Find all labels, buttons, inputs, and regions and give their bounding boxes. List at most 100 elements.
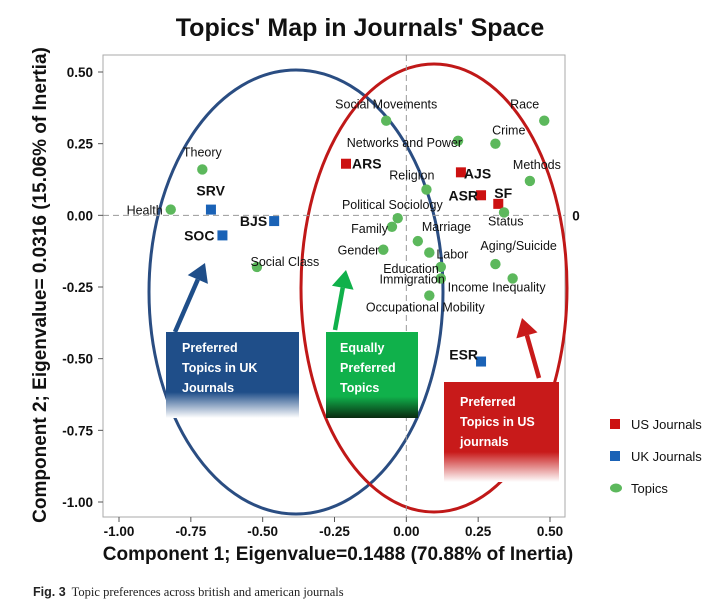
annotation-text: journals [459, 435, 509, 449]
x-tick-label: 0.25 [465, 524, 492, 539]
journal-marker-esr [476, 356, 487, 367]
annotation-text: Topics [340, 381, 379, 395]
y-tick-label: -0.75 [62, 423, 93, 438]
annotation-layer: Preferred Topics in UK Journals Equally Pref… [166, 263, 559, 482]
us-ellipse [299, 62, 569, 514]
annotation-text: Preferred [182, 341, 238, 355]
topic-point-aging-suicide [490, 258, 501, 270]
topic-label-health: Health [127, 204, 163, 218]
topic-point-health [165, 204, 176, 215]
journal-label-soc: SOC [184, 227, 214, 243]
annotation-text: Preferred [460, 395, 516, 409]
y-tick-label: 0.25 [67, 137, 94, 152]
journal-label-ajs: AJS [464, 165, 491, 181]
label-layer: ARS AJS ASR SF SRV BJS SOC ESR Social Movements R… [127, 98, 561, 363]
journal-label-asr: ASR [448, 187, 478, 203]
topic-label-occupational-mobility: Occupational Mobility [366, 301, 486, 315]
topic-point-theory [197, 164, 208, 175]
journal-label-esr: ESR [449, 347, 478, 363]
uk-ellipse [147, 68, 445, 516]
x-tick-label: -0.75 [175, 524, 206, 539]
topic-label-aging-suicide: Aging/Suicide [480, 239, 556, 253]
ellipse-layer [147, 62, 569, 516]
annotation-box [166, 332, 299, 418]
axis-ticks: -1.00 -0.75 -0.50 -0.25 0.00 0.25 0.50 0.50 0.25… [62, 65, 563, 539]
annotation-text: Topics in US [460, 415, 535, 429]
annotation-text: Preferred [340, 361, 396, 375]
legend-swatch-topics [610, 483, 622, 493]
legend: US Journals UK Journals Topics [610, 417, 702, 496]
y-tick-label: -0.50 [62, 352, 93, 367]
x-tick-label: -0.50 [247, 524, 278, 539]
annotation-arrow-head [516, 318, 538, 339]
journal-marker-ajs [455, 167, 466, 178]
legend-label-us-journals: US Journals [631, 417, 702, 432]
topic-point-education [435, 261, 447, 273]
topic-point-immigration [435, 273, 447, 284]
topic-label-status: Status [488, 214, 523, 228]
topic-point-gender [378, 244, 389, 255]
points-layer [165, 115, 550, 367]
legend-swatch-us-journals [610, 419, 620, 429]
chart-title: Topics' Map in Journals' Space [176, 14, 545, 42]
annotation-arrow-shaft [172, 278, 200, 333]
topic-label-education: Education [383, 262, 439, 276]
reference-lines: 0 [103, 55, 580, 517]
topic-label-race: Race [510, 98, 539, 112]
journal-label-ars: ARS [352, 156, 382, 172]
topic-point-methods [524, 175, 536, 187]
y-tick-label: -1.00 [62, 495, 93, 510]
annotation-text: Journals [182, 381, 234, 395]
x-tick-label: 0.50 [537, 524, 563, 539]
annotation-arrow-shaft [332, 287, 345, 331]
journal-marker-asr [476, 190, 487, 201]
topic-point-social-movements [381, 115, 392, 126]
journal-label-bjs: BJS [240, 213, 267, 229]
topic-point-income-inequality [507, 273, 518, 284]
topic-point-social-class [251, 261, 263, 273]
legend-swatch-uk-journals [610, 451, 620, 461]
topic-label-social-class: Social Class [251, 255, 320, 269]
annotation-box [326, 332, 418, 418]
topic-label-labor: Labor [436, 248, 468, 262]
journal-label-sf: SF [494, 185, 512, 201]
topic-label-religion: Religion [389, 169, 434, 183]
y-axis-label: Component 2; Eigenvalue= 0.0316 (15.06% … [30, 47, 51, 523]
x-tick-label: -1.00 [104, 524, 135, 539]
topic-point-networks-and-power [452, 135, 464, 146]
topic-label-gender: Gender [338, 244, 380, 258]
legend-label-topics: Topics [631, 481, 668, 496]
caption-text: Topic preferences across british and ame… [71, 585, 344, 599]
journal-marker-soc [217, 230, 228, 241]
topic-label-political-sociology: Political Sociology [342, 198, 443, 212]
topic-point-family [386, 221, 398, 232]
zero-line-label: 0 [572, 208, 580, 223]
y-tick-label: 0.50 [67, 65, 93, 80]
annotation-arrow-head [331, 270, 354, 290]
legend-label-uk-journals: UK Journals [631, 449, 702, 464]
topic-point-religion [421, 184, 432, 195]
topic-label-marriage: Marriage [422, 220, 471, 234]
topic-point-marriage [412, 235, 424, 247]
topic-point-occupational-mobility [424, 290, 435, 301]
journal-marker-ars [340, 158, 351, 169]
correspondence-chart: Topics' Map in Journals' Space 0 -1.00 -0… [30, 14, 702, 565]
x-axis-label: Component 1; Eigenvalue=0.1488 (70.88% o… [103, 544, 573, 565]
y-tick-label: -0.25 [62, 280, 93, 295]
annotation-arrow-head [187, 263, 208, 284]
annotation-box [444, 382, 559, 482]
y-tick-label: 0.00 [67, 208, 93, 223]
topic-label-networks-and-power: Networks and Power [347, 136, 462, 150]
journal-label-srv: SRV [196, 183, 225, 199]
topic-label-methods: Methods [513, 158, 561, 172]
journal-marker-sf [493, 198, 504, 209]
topic-point-political-sociology [392, 213, 403, 224]
topic-label-crime: Crime [492, 124, 525, 138]
topic-point-race [539, 115, 550, 126]
journal-marker-srv [205, 204, 216, 215]
topic-label-family: Family [351, 222, 389, 236]
x-tick-label: 0.00 [393, 524, 419, 539]
topic-label-theory: Theory [183, 145, 223, 159]
annotation-text: Topics in UK [182, 361, 257, 375]
x-tick-label: -0.25 [319, 524, 350, 539]
